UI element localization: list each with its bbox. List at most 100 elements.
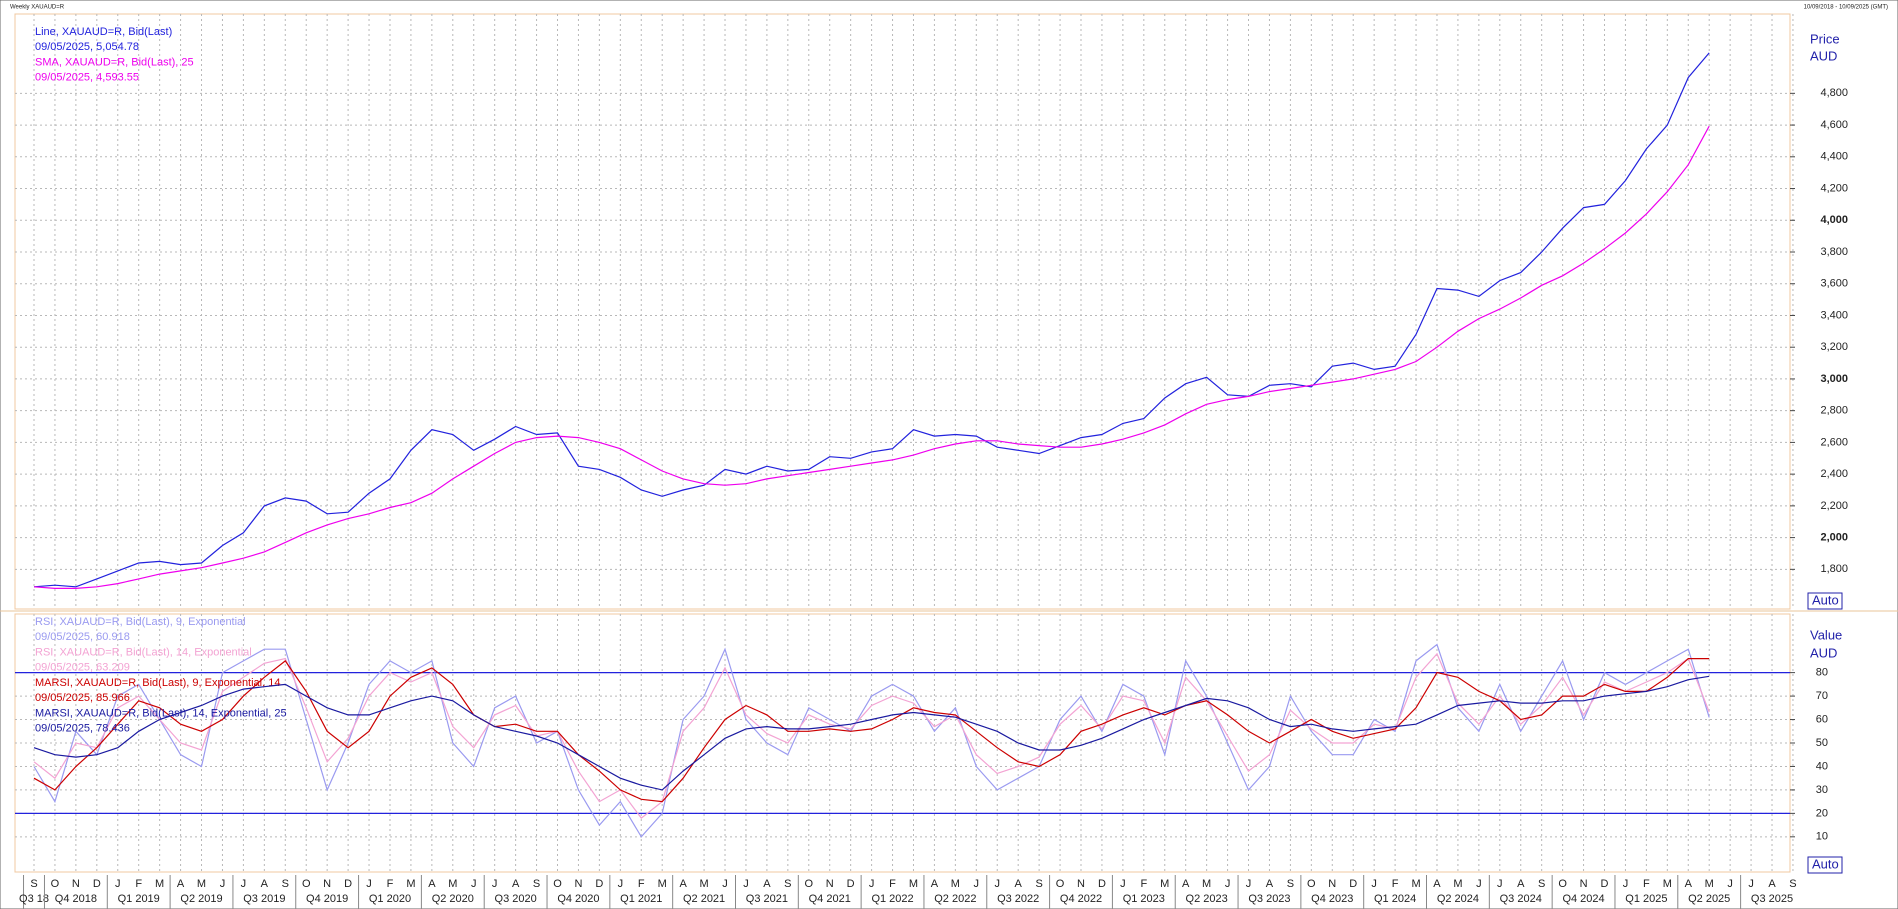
x-tick-label: J — [1371, 878, 1377, 890]
quarter-label: Q4 2021 — [809, 893, 851, 905]
x-tick-label: D — [344, 878, 352, 890]
legend-value: 09/05/2025, 63.209 — [35, 661, 130, 673]
series-line — [33, 643, 1710, 838]
x-tick-label: M — [406, 878, 415, 890]
auto-button[interactable] — [1807, 592, 1843, 610]
y-tick-label: 40 — [1816, 760, 1828, 772]
x-tick-label: S — [1035, 878, 1042, 890]
y-tick-label: 3,400 — [1820, 309, 1848, 321]
x-tick-label: O — [804, 878, 813, 890]
legend-value: 09/05/2025, 4,593.55 — [35, 71, 139, 83]
quarter-label: Q1 2021 — [620, 893, 662, 905]
x-tick-label: N — [1580, 878, 1588, 890]
x-tick-label: M — [1411, 878, 1420, 890]
x-tick-label: J — [492, 878, 498, 890]
y-tick-label: 30 — [1816, 784, 1828, 796]
x-tick-label: N — [1328, 878, 1336, 890]
x-tick-label: J — [471, 878, 477, 890]
x-tick-label: A — [931, 878, 939, 890]
x-tick-label: J — [974, 878, 980, 890]
quarter-label: Q1 2023 — [1123, 893, 1165, 905]
legend-entry: MARSI, XAUAUD=R, Bid(Last), 9, Exponenti… — [35, 677, 280, 689]
legend-value: 09/05/2025, 85.966 — [35, 692, 130, 704]
x-tick-label: M — [1160, 878, 1169, 890]
quarter-label: Q3 18 — [19, 893, 49, 905]
x-tick-label: J — [1497, 878, 1503, 890]
x-tick-label: M — [1705, 878, 1714, 890]
x-tick-label: M — [155, 878, 164, 890]
y-tick-label: 3,000 — [1820, 373, 1848, 385]
x-tick-label: S — [1287, 878, 1294, 890]
legend-value: 09/05/2025, 5,054.78 — [35, 41, 139, 53]
x-tick-label: J — [241, 878, 247, 890]
x-tick-label: A — [512, 878, 520, 890]
x-tick-label: A — [1182, 878, 1190, 890]
x-tick-label: F — [1643, 878, 1650, 890]
auto-label[interactable]: Auto — [1812, 592, 1839, 607]
quarter-label: Q2 2019 — [180, 893, 222, 905]
quarter-label: Q1 2020 — [369, 893, 411, 905]
x-tick-label: S — [533, 878, 540, 890]
y-tick-label: 4,600 — [1820, 119, 1848, 131]
x-tick-label: A — [1517, 878, 1525, 890]
y-tick-label: 10 — [1816, 831, 1828, 843]
x-tick-label: J — [366, 878, 372, 890]
y-tick-label: 3,600 — [1820, 278, 1848, 290]
y-tick-label: 2,400 — [1820, 468, 1848, 480]
header-range: 10/09/2018 - 10/09/2025 (GMT) — [1804, 5, 1888, 11]
quarter-label: Q1 2022 — [871, 893, 913, 905]
x-tick-label: J — [1748, 878, 1754, 890]
legend-entry: MARSI, XAUAUD=R, Bid(Last), 14, Exponent… — [35, 707, 287, 719]
quarter-label: Q3 2022 — [997, 893, 1039, 905]
series-line — [33, 125, 1710, 589]
x-tick-label: N — [323, 878, 331, 890]
quarter-label: Q3 2019 — [243, 893, 285, 905]
y-tick-label: 60 — [1816, 713, 1828, 725]
y-tick-label: 2,000 — [1820, 532, 1848, 544]
auto-label[interactable]: Auto — [1812, 856, 1839, 871]
x-tick-label: A — [428, 878, 436, 890]
header-title: Weekly XAUAUD=R — [10, 5, 65, 11]
x-tick-label: D — [1601, 878, 1609, 890]
y-tick-label: 3,800 — [1820, 246, 1848, 258]
x-tick-label: F — [638, 878, 645, 890]
y-tick-label: 4,800 — [1820, 87, 1848, 99]
y-tick-label: 70 — [1816, 690, 1828, 702]
x-tick-label: F — [1392, 878, 1399, 890]
quarter-label: Q4 2018 — [55, 893, 97, 905]
y-tick-label: 2,200 — [1820, 500, 1848, 512]
x-tick-label: A — [261, 878, 269, 890]
legend-entry: RSI, XAUAUD=R, Bid(Last), 14, Exponentia… — [35, 646, 252, 658]
legend-value: 09/05/2025, 60.918 — [35, 631, 130, 643]
y-tick-label: 80 — [1816, 667, 1828, 679]
x-tick-label: N — [574, 878, 582, 890]
x-tick-label: O — [553, 878, 562, 890]
x-tick-label: F — [387, 878, 394, 890]
x-tick-label: J — [1623, 878, 1629, 890]
x-tick-label: J — [618, 878, 624, 890]
series-line — [33, 658, 1710, 803]
series-line — [33, 52, 1710, 588]
quarter-label: Q3 2024 — [1500, 893, 1542, 905]
x-tick-label: O — [302, 878, 311, 890]
x-tick-label: A — [763, 878, 771, 890]
x-tick-label: F — [135, 878, 142, 890]
y2-axis-title: Value — [1810, 627, 1842, 642]
x-tick-label: M — [448, 878, 457, 890]
y-tick-label: 3,200 — [1820, 341, 1848, 353]
auto-button[interactable] — [1807, 856, 1843, 874]
x-tick-label: M — [699, 878, 708, 890]
quarter-label: Q4 2023 — [1311, 893, 1353, 905]
quarter-label: Q1 2025 — [1625, 893, 1667, 905]
quarter-label: Q2 2023 — [1186, 893, 1228, 905]
x-tick-label: J — [115, 878, 121, 890]
quarter-label: Q1 2019 — [118, 893, 160, 905]
x-tick-label: M — [1202, 878, 1211, 890]
x-tick-label: J — [1225, 878, 1231, 890]
x-tick-label: S — [282, 878, 289, 890]
x-tick-label: J — [994, 878, 1000, 890]
x-tick-label: D — [1098, 878, 1106, 890]
y-axis-unit: AUD — [1810, 48, 1837, 63]
quarter-label: Q3 2023 — [1248, 893, 1290, 905]
